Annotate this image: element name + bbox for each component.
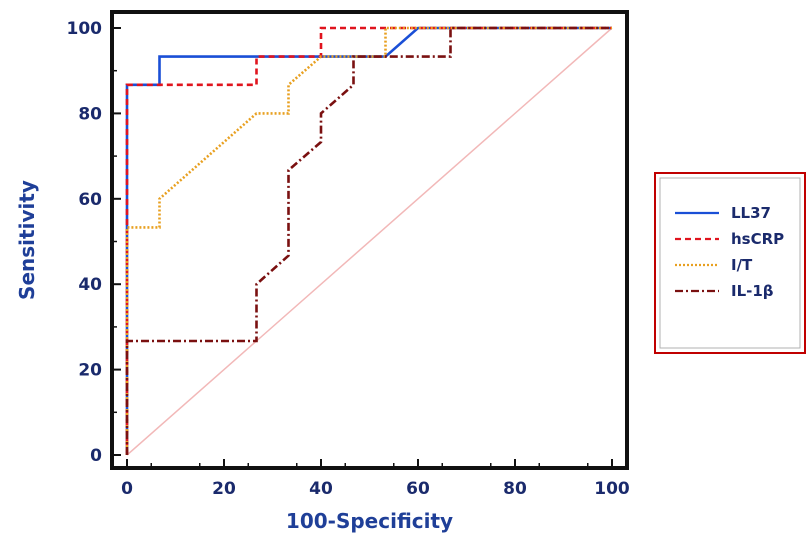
legend-label: hsCRP	[731, 230, 784, 248]
y-tick-label: 0	[90, 446, 102, 466]
y-tick-label: 40	[78, 275, 102, 295]
legend-label: I/T	[731, 256, 753, 274]
series-line-il-1-	[125, 26, 612, 455]
x-tick-label: 60	[406, 479, 430, 499]
x-tick-label: 20	[212, 479, 236, 499]
legend-label: LL37	[731, 204, 771, 222]
series-line-hscrp	[125, 26, 612, 455]
legend-inner-border	[659, 177, 801, 349]
x-axis-title: 100-Specificity	[286, 509, 453, 533]
y-tick-label: 20	[78, 361, 102, 381]
series-line-i-t	[125, 26, 612, 455]
axis-ticks: 0 20 40 60 80 100 0 20 40 60 80 100	[67, 19, 630, 499]
legend: LL37 hsCRP I/T IL-1β	[654, 172, 806, 354]
diagonal-line	[126, 27, 613, 456]
legend-label: IL-1β	[731, 282, 774, 300]
diagonal-reference-line	[126, 27, 613, 456]
x-tick-label: 100	[594, 479, 630, 499]
y-tick-label: 80	[78, 104, 102, 124]
y-axis-title: Sensitivity	[15, 180, 39, 300]
y-tick-label: 100	[67, 19, 103, 39]
legend-box	[654, 172, 806, 354]
y-tick-label: 60	[78, 190, 102, 210]
x-tick-label: 0	[121, 479, 133, 499]
series-lines	[125, 26, 612, 455]
x-tick-label: 40	[309, 479, 333, 499]
x-tick-label: 80	[503, 479, 527, 499]
